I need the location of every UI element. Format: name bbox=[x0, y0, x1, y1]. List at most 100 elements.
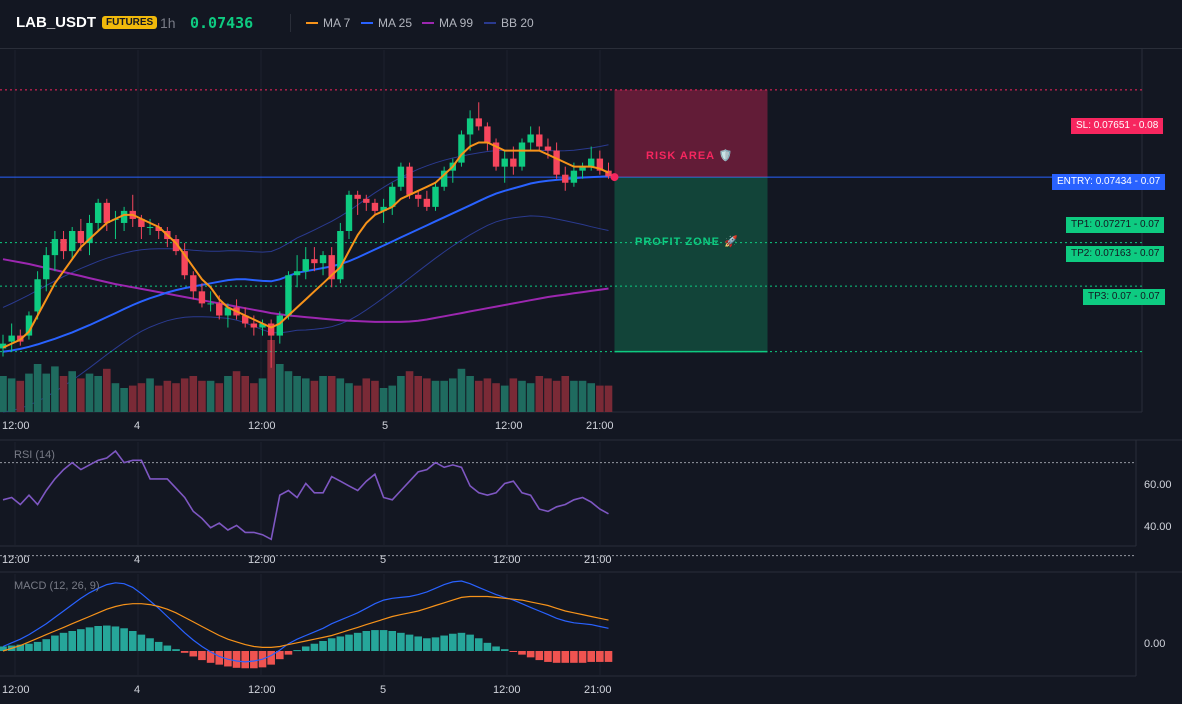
time-label: 12:00 bbox=[2, 684, 30, 696]
volume-bar bbox=[224, 376, 232, 412]
macd-histogram-bar bbox=[77, 629, 85, 651]
legend-bb20[interactable]: BB 20 bbox=[484, 16, 534, 30]
rsi-title: RSI (14) bbox=[14, 449, 55, 461]
candle-body bbox=[43, 255, 50, 280]
rsi-line bbox=[2, 449, 609, 541]
volume-bar bbox=[500, 385, 509, 412]
candle-body bbox=[302, 259, 309, 272]
legend-ma99[interactable]: MA 99 bbox=[422, 16, 473, 30]
candle-body bbox=[605, 170, 612, 177]
time-label: 4 bbox=[134, 554, 141, 566]
macd-histogram-bar bbox=[215, 651, 224, 665]
volume-bar bbox=[301, 378, 310, 412]
macd-histogram-bar bbox=[94, 626, 102, 651]
macd-histogram-bar bbox=[552, 651, 561, 663]
volume-bar bbox=[423, 378, 431, 412]
volume-bar bbox=[258, 378, 267, 412]
macd-histogram-bar bbox=[466, 634, 474, 651]
candle-body bbox=[510, 158, 517, 167]
macd-histogram-bar bbox=[518, 651, 526, 655]
macd-title: MACD (12, 26, 9) bbox=[14, 580, 100, 592]
macd-histogram-bar bbox=[474, 638, 483, 651]
header-divider bbox=[290, 14, 291, 32]
candle-body bbox=[311, 259, 318, 264]
volume-bar bbox=[59, 376, 68, 412]
ma99-swatch bbox=[422, 22, 434, 24]
candle-body bbox=[562, 174, 569, 183]
macd-histogram-bar bbox=[111, 626, 120, 651]
candle-body bbox=[285, 275, 292, 316]
volume-bar bbox=[267, 340, 275, 412]
time-label: 21:00 bbox=[584, 684, 612, 696]
macd-histogram-bar bbox=[293, 650, 301, 652]
macd-histogram-bar bbox=[180, 651, 189, 653]
volume-bar bbox=[570, 380, 578, 412]
macd-histogram-bar bbox=[137, 634, 146, 651]
macd-histogram-bar bbox=[379, 630, 388, 651]
volume-bar bbox=[103, 368, 111, 412]
macd-histogram-bar bbox=[596, 651, 604, 662]
tp1-tag: 0.07 bbox=[1139, 219, 1160, 230]
macd-histogram-bar bbox=[310, 643, 319, 651]
volume-bar bbox=[345, 383, 353, 412]
volume-bar bbox=[604, 385, 613, 412]
volume-bar bbox=[397, 376, 405, 412]
candle-body bbox=[536, 134, 543, 147]
macd-histogram-bar bbox=[440, 635, 448, 651]
volume-bar bbox=[449, 378, 457, 412]
macd-histogram-bar bbox=[103, 625, 111, 651]
time-label: 5 bbox=[382, 420, 389, 432]
macd-histogram-bar bbox=[250, 651, 258, 669]
volume-bar bbox=[16, 380, 25, 412]
macd-histogram-bar bbox=[42, 639, 51, 651]
volume-bar bbox=[578, 380, 587, 412]
candle-body bbox=[345, 194, 353, 231]
macd-histogram-bar bbox=[128, 631, 137, 651]
volume-bar bbox=[94, 376, 102, 412]
volume-bar bbox=[293, 376, 301, 412]
timeframe-selector[interactable]: 1h bbox=[160, 15, 176, 31]
legend-ma25[interactable]: MA 25 bbox=[361, 16, 412, 30]
volume-bar bbox=[189, 376, 198, 412]
candle-body bbox=[25, 315, 33, 336]
candle-body bbox=[423, 198, 431, 207]
macd-histogram-bar bbox=[25, 643, 33, 651]
time-label: 12:00 bbox=[248, 684, 276, 696]
macd-histogram-bar bbox=[431, 637, 440, 651]
volume-bar bbox=[405, 371, 414, 412]
ma7-swatch bbox=[306, 22, 318, 24]
candle-body bbox=[293, 271, 301, 276]
volume-bar bbox=[33, 364, 42, 412]
candle-body bbox=[60, 239, 67, 252]
macd-histogram-bar bbox=[561, 651, 570, 663]
candle-body bbox=[588, 158, 595, 167]
candle-body bbox=[69, 231, 76, 252]
futures-badge: FUTURES bbox=[102, 16, 158, 29]
macd-histogram-bar bbox=[345, 634, 353, 651]
macd-histogram-bar bbox=[397, 632, 405, 651]
candle-body bbox=[363, 198, 370, 203]
volume-bar bbox=[544, 378, 552, 412]
symbol-name[interactable]: LAB_USDT bbox=[16, 14, 97, 31]
macd-histogram-bar bbox=[362, 631, 371, 651]
candle-body bbox=[276, 315, 283, 336]
time-label: 21:00 bbox=[584, 554, 612, 566]
candle-body bbox=[553, 150, 560, 175]
time-label: 12:00 bbox=[248, 554, 276, 566]
signal-line bbox=[2, 595, 609, 652]
volume-bar bbox=[215, 383, 224, 412]
macd-histogram-bar bbox=[146, 638, 154, 651]
legend-ma7[interactable]: MA 7 bbox=[306, 16, 350, 30]
volume-bar bbox=[371, 380, 379, 412]
volume-bar bbox=[457, 368, 466, 412]
tp3-tag: 0.07 bbox=[1140, 291, 1160, 302]
time-label: 12:00 bbox=[495, 420, 523, 432]
volume-bar bbox=[414, 376, 422, 412]
volume-bar bbox=[172, 383, 180, 412]
bb20-swatch bbox=[484, 22, 496, 24]
candle-body bbox=[34, 279, 41, 312]
macd-histogram-bar bbox=[544, 651, 552, 662]
candle-body bbox=[207, 303, 214, 305]
macd-histogram-bar bbox=[206, 651, 215, 663]
